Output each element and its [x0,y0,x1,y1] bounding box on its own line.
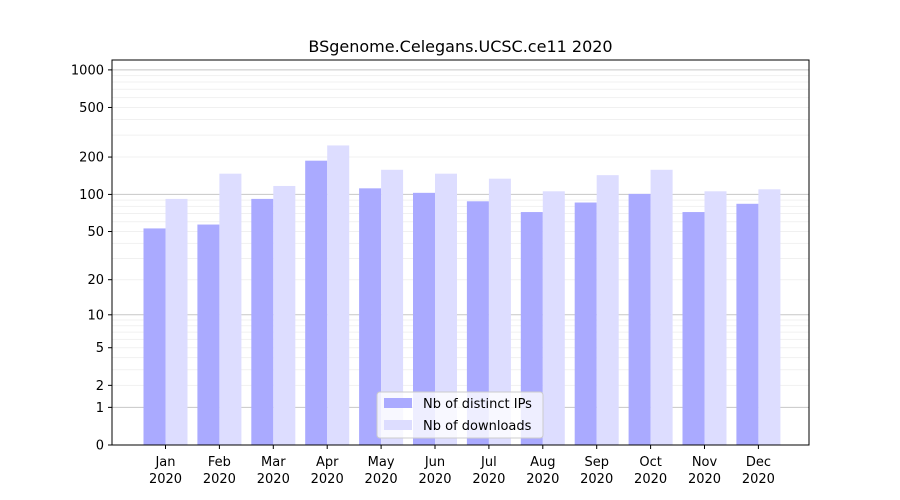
bar-downloads [542,191,565,445]
x-tick-label-year: 2020 [526,472,559,487]
y-tick-label: 200 [79,151,104,166]
x-tick-label-month: Dec [746,455,771,470]
x-tick-label-month: Mar [261,455,286,470]
bar-downloads [165,198,188,445]
bar-distinct-ips [197,224,220,445]
bar-downloads [327,145,350,445]
x-tick-label-month: Nov [692,455,718,470]
x-tick-label-year: 2020 [149,472,182,487]
x-tick-label-month: Jul [480,455,497,470]
x-tick-label-month: Oct [639,455,661,470]
bar-distinct-ips [413,192,435,445]
legend: Nb of distinct IPs Nb of downloads [376,391,544,439]
bar-distinct-ips [628,193,651,445]
x-tick-label-month: Jun [424,455,445,470]
x-axis: Jan 2020 Feb 2020 Mar 2020 Apr 2020 May 2020 Jun 20… [149,445,775,487]
y-axis: 0 1 2 5 10 20 50 100 200 500 1000 [71,63,112,454]
bar-distinct-ips [359,188,382,445]
x-tick-label-month: Sep [584,455,609,470]
bar-downloads [219,173,242,445]
bar-downloads [758,189,781,445]
y-tick-label: 0 [96,439,104,454]
plot-frame [111,59,810,446]
y-tick-label: 1 [96,401,104,416]
chart-title: BSgenome.Celegans.UCSC.ce11 2020 [308,37,612,56]
x-tick-label-year: 2020 [203,472,236,487]
y-tick-label: 1000 [71,63,104,78]
bar-distinct-ips [520,212,543,445]
y-tick-label: 20 [87,273,104,288]
y-tick-label: 100 [79,188,104,203]
x-tick-label-month: Aug [530,455,555,470]
x-tick-label-month: May [368,455,395,470]
x-tick-label-year: 2020 [257,472,290,487]
bar-downloads [273,185,296,445]
x-tick-label-month: Jan [154,455,175,470]
bar-distinct-ips [736,203,759,445]
bar-distinct-ips [251,198,274,445]
bar-downloads [596,175,619,445]
legend-label-downloads: Nb of downloads [423,419,532,434]
y-tick-label: 500 [79,101,104,116]
x-tick-label-month: Apr [316,455,339,470]
x-tick-label-year: 2020 [580,472,613,487]
y-tick-label: 5 [96,341,104,356]
bars [143,145,781,445]
legend-box [376,391,544,439]
x-tick-label-month: Feb [208,455,231,470]
y-tick-label: 2 [96,379,104,394]
y-tick-label: 50 [87,225,104,240]
bar-distinct-ips [574,202,597,445]
bar-distinct-ips [466,201,489,445]
bar-downloads [704,191,727,445]
bar-distinct-ips [143,228,166,445]
x-tick-label-year: 2020 [634,472,667,487]
legend-swatch-downloads [384,420,412,430]
bar-distinct-ips [682,212,705,445]
bar-distinct-ips [305,160,328,445]
x-tick-label-year: 2020 [418,472,451,487]
x-tick-label-year: 2020 [472,472,505,487]
bar-downloads [435,173,457,445]
bar-downloads [381,169,404,445]
y-tick-label: 10 [87,308,104,323]
x-tick-label-year: 2020 [311,472,344,487]
legend-label-distinct-ips: Nb of distinct IPs [423,397,532,412]
x-tick-label-year: 2020 [688,472,721,487]
x-tick-label-year: 2020 [742,472,775,487]
bar-downloads [650,169,673,445]
bar-downloads [488,178,511,445]
x-tick-label-year: 2020 [365,472,398,487]
legend-swatch-distinct-ips [384,398,412,408]
